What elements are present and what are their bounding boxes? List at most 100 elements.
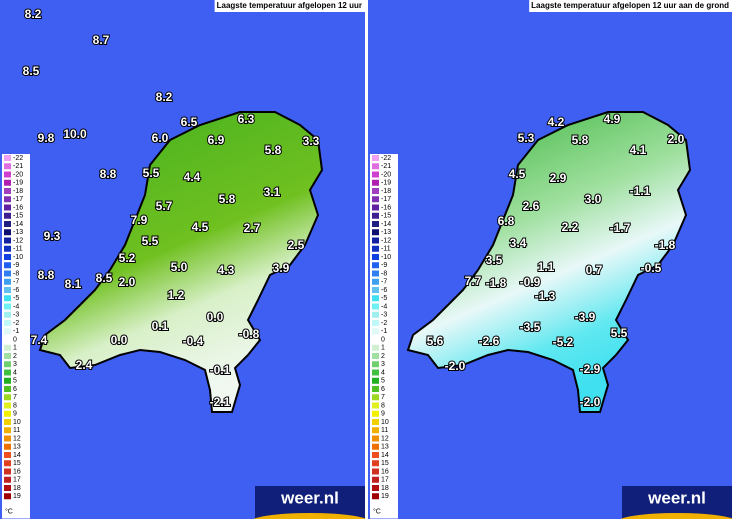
temperature-label: 0.7 xyxy=(586,263,603,277)
legend-swatch xyxy=(372,163,379,170)
legend-label: 4 xyxy=(381,369,385,376)
temperature-label: 5.3 xyxy=(518,131,535,145)
temperature-label: 5.8 xyxy=(265,143,282,157)
temperature-label: -1.7 xyxy=(610,221,631,235)
legend-label: 8 xyxy=(13,402,17,409)
legend-swatch xyxy=(4,443,11,450)
legend-label: 7 xyxy=(13,394,17,401)
legend-label: -14 xyxy=(381,221,391,228)
legend-label: -9 xyxy=(13,262,19,269)
legend-swatch xyxy=(4,320,11,326)
legend-swatch xyxy=(4,278,11,285)
temperature-label: 6.8 xyxy=(498,214,515,228)
legend-label: 6 xyxy=(381,386,385,393)
legend-swatch xyxy=(4,237,11,244)
legend-swatch xyxy=(4,295,11,302)
title-box xyxy=(214,0,365,12)
temperature-label: 0.0 xyxy=(207,310,224,324)
legend-swatch xyxy=(372,386,379,392)
legend-label: 1 xyxy=(381,345,385,352)
temperature-label: 8.5 xyxy=(23,64,40,78)
legend-swatch xyxy=(372,303,379,310)
temperature-label: -0.1 xyxy=(210,363,231,377)
temperature-label: -2.6 xyxy=(479,334,500,348)
temperature-label: 3.1 xyxy=(264,185,281,199)
legend-swatch xyxy=(372,394,379,401)
legend-swatch xyxy=(4,493,11,500)
legend-swatch xyxy=(4,435,11,442)
temperature-label: 5.0 xyxy=(171,260,188,274)
legend-swatch xyxy=(372,179,379,186)
legend-label: 9 xyxy=(381,411,385,418)
legend-swatch xyxy=(4,287,11,293)
legend-label: 10 xyxy=(381,419,389,426)
temperature-label: 3.9 xyxy=(273,261,290,275)
temperature-label: 6.9 xyxy=(208,133,225,147)
temperature-label: 2.4 xyxy=(76,358,93,372)
temperature-label: 9.3 xyxy=(44,229,61,243)
legend-swatch xyxy=(4,468,11,475)
temperature-label: 2.0 xyxy=(668,132,685,146)
temperature-label: 8.8 xyxy=(38,268,55,282)
legend-label: 5 xyxy=(13,378,17,385)
temperature-label: -0.4 xyxy=(183,334,204,348)
temperature-label: 4.2 xyxy=(548,115,565,129)
legend-label: -15 xyxy=(381,213,391,220)
legend-swatch xyxy=(4,245,11,252)
temperature-label: -1.3 xyxy=(535,289,556,303)
legend-label: 3 xyxy=(13,361,17,368)
legend-label: -22 xyxy=(13,155,23,162)
temperature-label: 5.8 xyxy=(219,192,236,206)
legend-label: -3 xyxy=(381,312,387,319)
legend-label: -17 xyxy=(13,196,23,203)
legend-swatch xyxy=(372,295,379,302)
temperature-label: -3.9 xyxy=(575,310,596,324)
temperature-label: 6.0 xyxy=(152,131,169,145)
temperature-label: 2.7 xyxy=(244,221,261,235)
legend-swatch xyxy=(372,278,379,285)
legend-swatch xyxy=(372,221,379,227)
legend-label: 13 xyxy=(13,444,21,451)
temperature-label: -2.1 xyxy=(210,395,231,409)
temperature-label: 5.7 xyxy=(156,199,173,213)
temperature-label: -1.1 xyxy=(630,184,651,198)
temperature-label: 9.8 xyxy=(38,131,55,145)
legend-label: 17 xyxy=(381,477,389,484)
legend-swatch xyxy=(372,212,379,219)
legend-label: 4 xyxy=(13,369,17,376)
legend-label: 14 xyxy=(381,452,389,459)
temperature-label: -5.2 xyxy=(553,335,574,349)
legend-swatch xyxy=(4,361,11,368)
temperature-label: 3.3 xyxy=(303,134,320,148)
temperature-label: 6.5 xyxy=(181,115,198,129)
legend-label: -15 xyxy=(13,213,23,220)
legend-swatch xyxy=(372,155,379,161)
legend-label: -19 xyxy=(13,180,23,187)
legend-swatch xyxy=(4,254,11,260)
temperature-label: 8.2 xyxy=(156,90,173,104)
logo: weer.nl xyxy=(280,488,339,507)
legend-swatch xyxy=(4,155,11,161)
legend-label: 15 xyxy=(13,460,21,467)
temperature-label: 4.9 xyxy=(604,112,621,126)
legend-swatch xyxy=(372,493,379,500)
legend-label: -11 xyxy=(381,246,391,253)
legend-label: 18 xyxy=(13,485,21,492)
temperature-label: 8.7 xyxy=(93,33,110,47)
temperature-label: 2.0 xyxy=(119,275,136,289)
legend-swatch xyxy=(4,179,11,186)
legend-label: 3 xyxy=(381,361,385,368)
legend-swatch xyxy=(372,353,379,359)
legend-swatch xyxy=(4,402,11,409)
temperature-label: 8.5 xyxy=(96,271,113,285)
temperature-label: -3.5 xyxy=(520,320,541,334)
legend-unit: °C xyxy=(5,507,13,515)
legend-label: -13 xyxy=(13,229,23,236)
legend-swatch xyxy=(372,237,379,244)
panel: Laagste temperatuur afgelopen 12 uur aan… xyxy=(368,0,732,524)
temperature-label: 5.2 xyxy=(119,251,136,265)
title-box xyxy=(529,0,732,12)
legend-label: -12 xyxy=(381,237,391,244)
temperature-label: -2.0 xyxy=(580,395,601,409)
legend-swatch xyxy=(372,311,379,318)
